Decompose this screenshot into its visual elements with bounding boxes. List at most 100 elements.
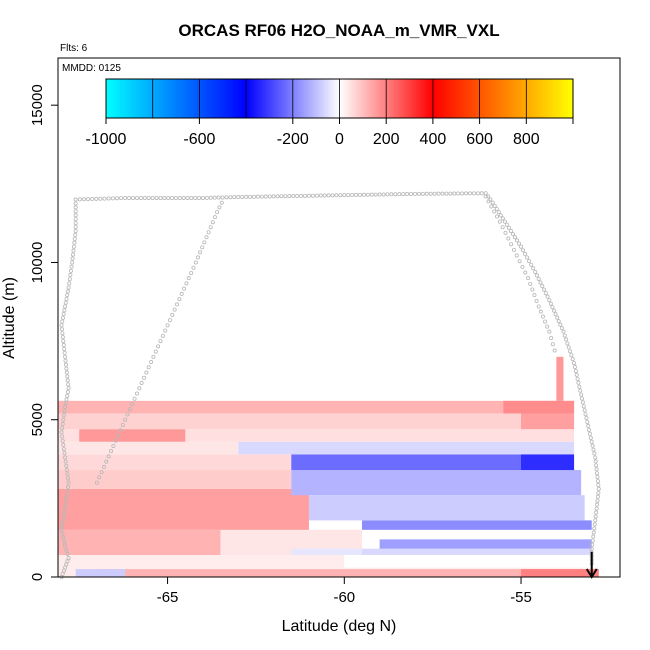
climb-track-point bbox=[109, 449, 114, 454]
track-point bbox=[70, 260, 75, 265]
track-point bbox=[63, 501, 68, 506]
track-point bbox=[596, 482, 601, 487]
track-point bbox=[154, 195, 159, 200]
colorbar-segment bbox=[120, 79, 123, 118]
track-point bbox=[326, 193, 331, 198]
track-point bbox=[64, 463, 69, 468]
track-point bbox=[81, 197, 86, 202]
colorbar-segment bbox=[526, 79, 530, 118]
track-point bbox=[589, 546, 594, 551]
track-point bbox=[555, 315, 560, 320]
heat-cell-13 bbox=[58, 488, 309, 530]
colorbar-segment bbox=[355, 79, 359, 118]
colorbar-segment bbox=[486, 79, 490, 118]
climb-track-point bbox=[160, 333, 165, 338]
colorbar-segment bbox=[164, 79, 168, 118]
colorbar-segment bbox=[129, 79, 133, 118]
track-point bbox=[310, 193, 315, 198]
track-point bbox=[60, 520, 65, 525]
track-point bbox=[67, 277, 72, 282]
colorbar-segment bbox=[136, 79, 140, 118]
track-point bbox=[595, 494, 600, 499]
colorbar-segment bbox=[204, 79, 208, 118]
colorbar-segment bbox=[253, 79, 257, 118]
colorbar-segment bbox=[306, 79, 310, 118]
track-point bbox=[240, 194, 245, 199]
track-point bbox=[212, 195, 217, 200]
colorbar-segment bbox=[547, 79, 551, 118]
track-point bbox=[63, 401, 68, 406]
track-point bbox=[73, 232, 78, 237]
heat-cell-6 bbox=[58, 529, 221, 555]
track-point bbox=[166, 195, 171, 200]
colorbar-segment bbox=[190, 79, 193, 118]
colorbar-segment bbox=[423, 79, 427, 118]
track-point bbox=[251, 194, 256, 199]
track-point bbox=[397, 192, 402, 197]
colorbar-segment bbox=[493, 79, 497, 118]
climb-track-point bbox=[101, 464, 106, 469]
track-point bbox=[59, 527, 64, 532]
descent-track-point bbox=[528, 281, 533, 286]
track-point bbox=[521, 248, 526, 253]
colorbar-segment bbox=[514, 79, 518, 118]
colorbar-segment bbox=[197, 79, 200, 118]
track-point bbox=[436, 191, 441, 196]
colorbar-segment bbox=[283, 79, 287, 118]
colorbar-segment bbox=[360, 79, 364, 118]
flights-label: Flts: 6 bbox=[60, 43, 88, 54]
colorbar-segment bbox=[439, 79, 443, 118]
climb-track-point bbox=[193, 260, 198, 265]
track-point bbox=[267, 194, 272, 199]
climb-track-point bbox=[179, 291, 184, 296]
track-point bbox=[556, 319, 561, 324]
colorbar-segment bbox=[260, 79, 264, 118]
colorbar-segment bbox=[367, 79, 371, 118]
track-point bbox=[350, 193, 355, 198]
track-point bbox=[593, 455, 598, 460]
track-point bbox=[562, 333, 567, 338]
track-point bbox=[592, 526, 597, 531]
heat-cell-12 bbox=[361, 520, 592, 530]
climb-track-point bbox=[99, 470, 104, 475]
x-tick-label: -55 bbox=[510, 589, 532, 606]
track-point bbox=[508, 228, 513, 233]
colorbar-segment bbox=[409, 79, 413, 118]
colorbar-segment bbox=[134, 79, 137, 118]
colorbar-segment bbox=[250, 79, 254, 118]
colorbar-segment bbox=[388, 79, 392, 118]
track-point bbox=[510, 232, 515, 237]
colorbar-segment bbox=[318, 79, 322, 118]
colorbar-segment bbox=[113, 79, 116, 118]
colorbar-segment bbox=[262, 79, 266, 118]
colorbar-segment bbox=[222, 79, 226, 118]
track-point bbox=[110, 196, 115, 201]
colorbar-segment bbox=[481, 79, 485, 118]
colorbar-segment bbox=[117, 79, 121, 118]
track-point bbox=[393, 192, 398, 197]
track-point bbox=[595, 471, 600, 476]
colorbar-segment bbox=[288, 79, 292, 118]
colorbar-segment bbox=[519, 79, 523, 118]
track-point bbox=[334, 193, 339, 198]
descent-track-point bbox=[547, 329, 552, 334]
colorbar-segment bbox=[565, 79, 569, 118]
colorbar-segment bbox=[521, 79, 525, 118]
track-point bbox=[65, 472, 70, 477]
climb-track-point bbox=[94, 480, 99, 485]
heat-cell-21 bbox=[238, 441, 575, 455]
colorbar-segment bbox=[267, 79, 271, 118]
track-point bbox=[63, 354, 68, 359]
colorbar-segment bbox=[348, 79, 352, 118]
climb-track-point bbox=[139, 381, 144, 386]
track-point bbox=[587, 427, 592, 432]
climb-track-point bbox=[123, 417, 128, 422]
track-point bbox=[90, 197, 95, 202]
track-point bbox=[594, 463, 599, 468]
heat-cell-15 bbox=[58, 470, 292, 489]
colorbar-segment bbox=[155, 79, 158, 118]
colorbar-segment bbox=[302, 79, 306, 118]
x-axis-label: Latitude (deg N) bbox=[282, 618, 397, 635]
colorbar-segment bbox=[563, 79, 567, 118]
climb-track-point bbox=[202, 240, 207, 245]
